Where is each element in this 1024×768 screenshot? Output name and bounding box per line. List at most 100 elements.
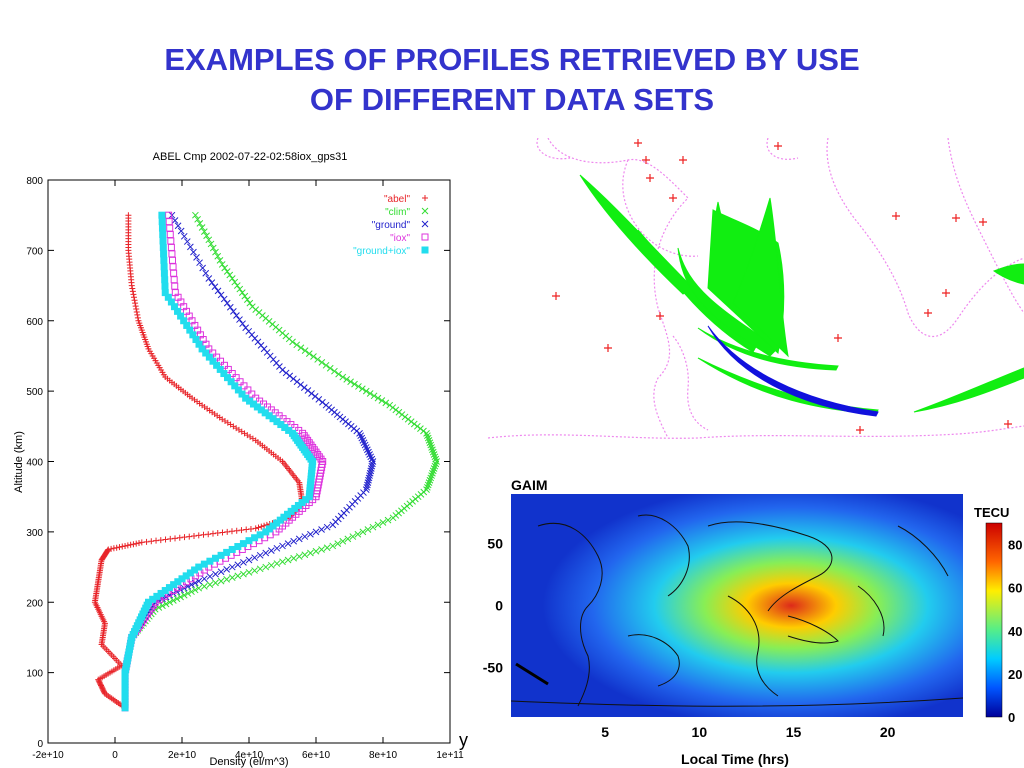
data-point — [180, 584, 188, 592]
data-point — [216, 365, 224, 373]
data-point — [217, 357, 225, 365]
data-point — [234, 386, 242, 394]
data-point — [312, 547, 320, 555]
data-point — [192, 211, 199, 219]
legend-label: "abel" — [384, 194, 410, 205]
data-point — [191, 579, 199, 587]
data-point — [318, 359, 326, 366]
data-point — [323, 523, 331, 531]
data-point — [166, 598, 174, 606]
station-marker — [642, 156, 650, 164]
data-point — [228, 563, 236, 571]
data-point — [172, 535, 179, 542]
data-point — [129, 285, 136, 292]
data-point — [249, 400, 257, 408]
data-point — [429, 467, 437, 475]
station-marker — [634, 139, 642, 147]
data-point — [228, 275, 236, 282]
gaim-title: GAIM — [511, 477, 548, 493]
data-point — [176, 534, 183, 541]
data-point — [178, 575, 186, 583]
x-tick-label: 1e+11 — [436, 750, 464, 761]
data-point — [104, 547, 111, 554]
data-point — [423, 429, 430, 437]
data-point — [273, 544, 281, 552]
colorbar-label: TECU — [974, 505, 1009, 520]
data-point — [168, 250, 176, 258]
slide-title-line2: OF DIFFERENT DATA SETS — [309, 82, 715, 117]
data-point — [323, 544, 331, 552]
data-point — [127, 541, 134, 548]
data-point — [401, 413, 409, 421]
legend-label: "ground" — [372, 220, 411, 231]
colorbar-ticks: 80 60 40 20 0 — [1008, 538, 1022, 725]
data-point — [364, 526, 372, 533]
data-point — [242, 394, 250, 402]
data-point — [199, 264, 207, 272]
station-marker — [979, 218, 987, 226]
data-point — [143, 538, 150, 545]
data-point — [130, 294, 137, 301]
data-point — [258, 523, 265, 530]
data-point — [198, 224, 206, 231]
data-point — [214, 252, 222, 260]
y-tick-label: 400 — [26, 458, 43, 469]
data-point — [166, 224, 174, 232]
data-point — [265, 525, 273, 533]
series-0 — [91, 212, 306, 711]
y-tick-label: 700 — [26, 246, 43, 257]
x-tick-label: 6e+10 — [302, 750, 331, 761]
station-marker — [679, 156, 687, 164]
data-point — [285, 426, 293, 434]
data-point — [188, 588, 195, 596]
data-point — [287, 507, 295, 515]
data-point — [343, 376, 351, 383]
data-point — [382, 399, 390, 407]
data-point — [195, 584, 203, 592]
gaim-y-tick-label: 0 — [495, 598, 503, 614]
data-point — [167, 243, 175, 251]
data-point — [191, 586, 199, 594]
data-point — [246, 299, 254, 307]
data-point — [335, 370, 342, 378]
data-point — [424, 481, 432, 489]
data-point — [161, 587, 169, 595]
gaim-y-tick-label: -50 — [483, 659, 503, 675]
data-point — [217, 551, 225, 559]
station-marker — [552, 292, 560, 300]
data-point — [113, 544, 120, 551]
station-marker — [646, 174, 654, 182]
data-point — [256, 551, 264, 559]
data-point — [214, 287, 222, 295]
data-point — [305, 350, 313, 357]
data-point — [105, 546, 112, 553]
data-point — [132, 300, 139, 307]
x-axis: -2e+10 0 2e+10 4e+10 6e+10 8e+10 1e+11 — [32, 180, 464, 761]
plot-frame — [47, 179, 451, 744]
data-point — [339, 537, 347, 545]
data-point — [428, 444, 435, 451]
station-marker — [892, 212, 900, 220]
data-point — [130, 291, 137, 298]
data-point — [384, 516, 392, 524]
data-point — [173, 595, 181, 603]
data-point — [276, 516, 284, 524]
y-axis: 0 100 200 300 400 500 600 700 800 — [26, 176, 450, 750]
legend-marker — [422, 195, 428, 201]
data-point — [307, 549, 314, 557]
data-point — [160, 250, 168, 258]
data-point — [231, 278, 239, 286]
data-point — [233, 282, 241, 289]
y-tick-label: 200 — [26, 598, 43, 609]
data-point — [110, 545, 117, 552]
data-point — [157, 537, 164, 544]
gaim-y-axis: 50 0 -50 — [483, 536, 503, 676]
data-point — [190, 248, 197, 256]
data-point — [161, 276, 169, 284]
data-point — [428, 472, 435, 479]
data-point — [186, 533, 193, 540]
data-point — [132, 303, 139, 310]
data-point — [202, 269, 210, 277]
data-point — [136, 540, 143, 547]
black-stroke — [515, 662, 549, 686]
